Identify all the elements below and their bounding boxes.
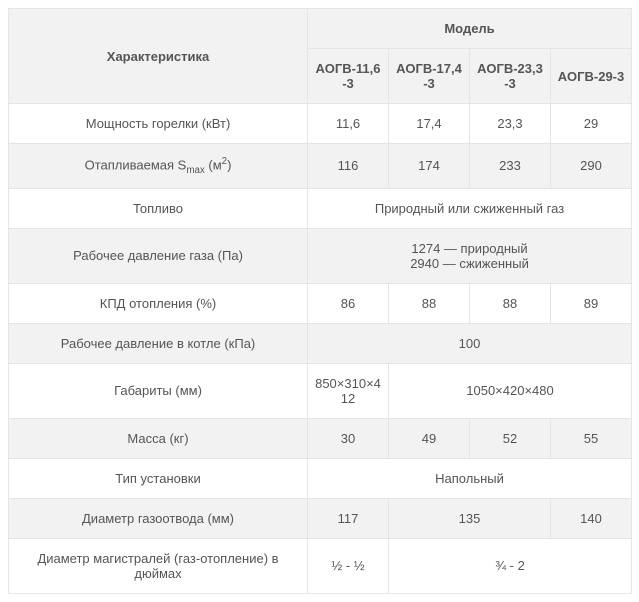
table-row: Рабочее давление в котле (кПа)100 [9, 323, 632, 363]
row-value: 116 [308, 144, 389, 189]
row-value: 233 [470, 144, 551, 189]
table-row: КПД отопления (%)86888889 [9, 283, 632, 323]
row-value: ¾ - 2 [389, 538, 632, 593]
row-value: 88 [470, 283, 551, 323]
row-value: Напольный [308, 458, 632, 498]
row-value: 49 [389, 418, 470, 458]
spec-table: Характеристика Модель АОГВ-11,6-3 АОГВ-1… [8, 8, 632, 594]
row-value: 88 [389, 283, 470, 323]
table-header: Характеристика Модель АОГВ-11,6-3 АОГВ-1… [9, 9, 632, 104]
table-row: Рабочее давление газа (Па)1274 — природн… [9, 228, 632, 283]
table-row: Масса (кг)30495255 [9, 418, 632, 458]
row-value: 1274 — природный2940 — сжиженный [308, 228, 632, 283]
row-value: 23,3 [470, 104, 551, 144]
row-label: Габариты (мм) [9, 363, 308, 418]
table-row: Диаметр газоотвода (мм)117135140 [9, 498, 632, 538]
table-row: ТопливоПриродный или сжиженный газ [9, 188, 632, 228]
row-value: 17,4 [389, 104, 470, 144]
row-value: 140 [551, 498, 632, 538]
row-value: 290 [551, 144, 632, 189]
row-value: 55 [551, 418, 632, 458]
row-label: Рабочее давление газа (Па) [9, 228, 308, 283]
row-value: 89 [551, 283, 632, 323]
header-characteristic: Характеристика [9, 9, 308, 104]
row-value: 135 [389, 498, 551, 538]
row-value: 86 [308, 283, 389, 323]
row-label: Рабочее давление в котле (кПа) [9, 323, 308, 363]
table-row: Отапливаемая Smax (м2)116174233290 [9, 144, 632, 189]
model-0: АОГВ-11,6-3 [308, 49, 389, 104]
model-2: АОГВ-23,3-3 [470, 49, 551, 104]
row-label: Тип установки [9, 458, 308, 498]
row-value: 52 [470, 418, 551, 458]
model-1: АОГВ-17,4-3 [389, 49, 470, 104]
row-value: Природный или сжиженный газ [308, 188, 632, 228]
row-value: 11,6 [308, 104, 389, 144]
row-label: Отапливаемая Smax (м2) [9, 144, 308, 189]
row-value: 29 [551, 104, 632, 144]
row-label: КПД отопления (%) [9, 283, 308, 323]
row-value: 174 [389, 144, 470, 189]
header-model: Модель [308, 9, 632, 49]
row-label: Диаметр газоотвода (мм) [9, 498, 308, 538]
row-value: 30 [308, 418, 389, 458]
row-label: Диаметр магистралей (газ-отопление) в дю… [9, 538, 308, 593]
row-label: Топливо [9, 188, 308, 228]
row-value: 117 [308, 498, 389, 538]
table-row: Габариты (мм)850×310×4121050×420×480 [9, 363, 632, 418]
row-value: 1050×420×480 [389, 363, 632, 418]
row-value: ½ - ½ [308, 538, 389, 593]
table-row: Мощность горелки (кВт)11,617,423,329 [9, 104, 632, 144]
table-row: Тип установкиНапольный [9, 458, 632, 498]
row-value: 850×310×412 [308, 363, 389, 418]
row-label: Мощность горелки (кВт) [9, 104, 308, 144]
table-row: Диаметр магистралей (газ-отопление) в дю… [9, 538, 632, 593]
row-label: Масса (кг) [9, 418, 308, 458]
model-3: АОГВ-29-3 [551, 49, 632, 104]
table-body: Мощность горелки (кВт)11,617,423,329Отап… [9, 104, 632, 594]
row-value: 100 [308, 323, 632, 363]
